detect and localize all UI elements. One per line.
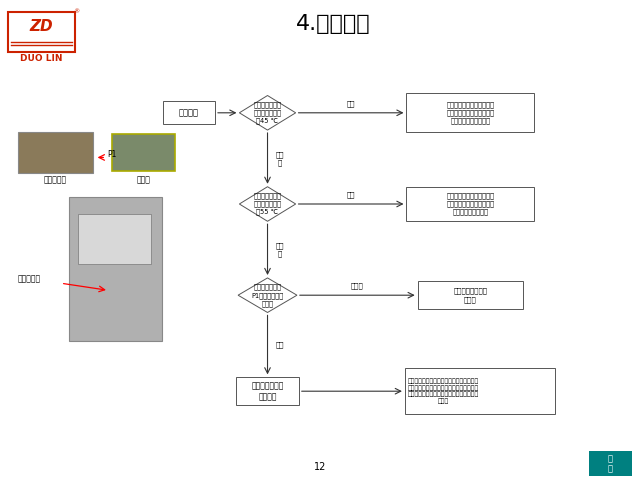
- FancyBboxPatch shape: [406, 93, 534, 132]
- Text: DUO LIN: DUO LIN: [20, 54, 62, 63]
- FancyBboxPatch shape: [589, 451, 632, 476]
- FancyBboxPatch shape: [18, 132, 93, 173]
- Text: 12: 12: [314, 462, 326, 471]
- Text: ®: ®: [73, 9, 79, 14]
- Text: 消失: 消失: [275, 342, 284, 348]
- Text: 温度控制板: 温度控制板: [44, 176, 67, 184]
- Text: 检查设备冷却水
出水温度是否超
过55 ℃: 检查设备冷却水 出水温度是否超 过55 ℃: [253, 192, 282, 216]
- Text: 设备冷却水进水水温过高，
设备正常超温报警。请改进
设备冷却水供水系统。: 设备冷却水进水水温过高， 设备正常超温报警。请改进 设备冷却水供水系统。: [447, 101, 494, 124]
- Text: 功率散热器内结有水垢，使热阻增大，局部
超温先将设备进出水互换反冲几下，再次灌
入除垢剂进行清洗一次。（最好一个月处理
一次）: 功率散热器内结有水垢，使热阻增大，局部 超温先将设备进出水互换反冲几下，再次灌 …: [408, 378, 479, 405]
- Text: 显示板: 显示板: [136, 176, 150, 184]
- Text: 不超
过: 不超 过: [275, 151, 284, 166]
- Text: 超温报警: 超温报警: [179, 108, 199, 117]
- FancyBboxPatch shape: [406, 187, 534, 221]
- Text: 显示板坏，请更换
显示板: 显示板坏，请更换 显示板: [453, 288, 488, 302]
- FancyBboxPatch shape: [163, 101, 215, 124]
- Text: 检查设备冷却水
进水温度是否超
过45 ℃: 检查设备冷却水 进水温度是否超 过45 ℃: [253, 101, 282, 124]
- Text: P1: P1: [108, 150, 117, 159]
- Text: 拔掉温控板上的
P1插头，超温是
否消失: 拔掉温控板上的 P1插头，超温是 否消失: [252, 284, 284, 307]
- Text: 超过: 超过: [347, 192, 355, 198]
- Text: 不超
过: 不超 过: [275, 242, 284, 257]
- FancyBboxPatch shape: [69, 197, 162, 341]
- Text: 目
录: 目 录: [608, 455, 613, 473]
- FancyBboxPatch shape: [112, 134, 175, 171]
- Text: 设备冷却水出水水温过高，
设备正常超温报警。请增大
设备冷却水水流量。: 设备冷却水出水水温过高， 设备正常超温报警。请增大 设备冷却水水流量。: [447, 192, 494, 216]
- FancyBboxPatch shape: [236, 377, 299, 405]
- Text: 功率散热器: 功率散热器: [18, 274, 41, 283]
- FancyBboxPatch shape: [78, 214, 151, 264]
- Text: ZD: ZD: [29, 19, 52, 35]
- Text: 不消失: 不消失: [351, 283, 364, 289]
- Text: 4.超温警报: 4.超温警报: [296, 14, 370, 34]
- Text: 超过: 超过: [347, 100, 355, 107]
- FancyBboxPatch shape: [405, 369, 556, 414]
- Text: 温控板坏，请更
换温控板: 温控板坏，请更 换温控板: [252, 381, 284, 401]
- FancyBboxPatch shape: [417, 281, 524, 309]
- FancyBboxPatch shape: [8, 12, 75, 52]
